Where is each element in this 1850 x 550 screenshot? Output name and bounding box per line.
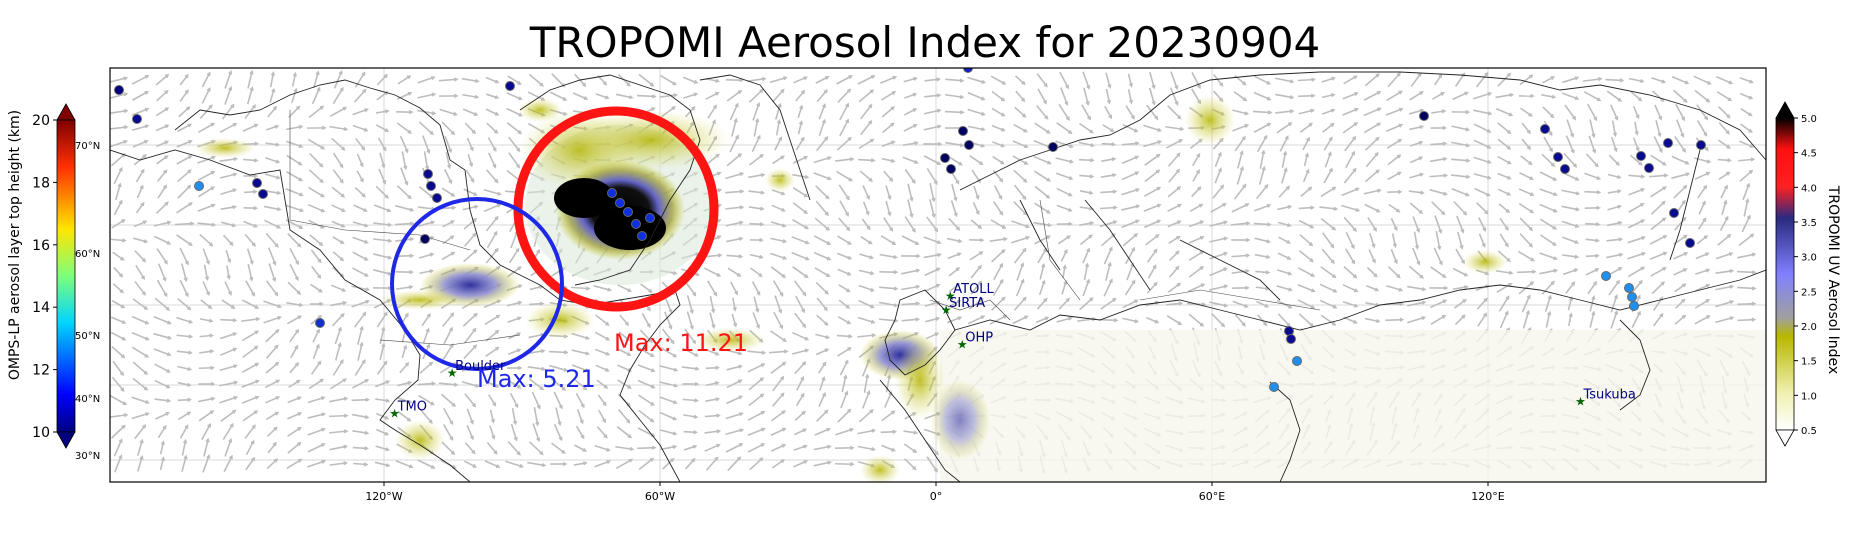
stations: ★ATOLL★SIRTA★OHP★Boulder★TMO ★Tsukuba bbox=[389, 282, 1636, 421]
right-colorbar-tick: 4.5 bbox=[1801, 149, 1817, 160]
left-colorbar-tick: 18 bbox=[32, 175, 50, 191]
right-colorbar-tick: 2.0 bbox=[1801, 322, 1817, 333]
max-label-blue: Max: 5.21 bbox=[477, 365, 596, 393]
left-colorbar: 20 18 16 14 12 10 bbox=[32, 103, 76, 449]
max-label-red: Max: 11.21 bbox=[614, 329, 748, 357]
station-marker: ★ bbox=[941, 303, 952, 317]
station-marker: ★ bbox=[447, 366, 458, 380]
right-colorbar-tick: 1.5 bbox=[1801, 357, 1817, 368]
station-label: OHP bbox=[965, 331, 993, 346]
lon-tick-label: 60°E bbox=[1199, 490, 1225, 503]
lat-tick-label: 30°N bbox=[75, 451, 100, 462]
station-label: TMO bbox=[397, 400, 427, 415]
lat-tick-labels: 70°N 60°N 50°N 40°N 30°N bbox=[75, 141, 100, 462]
lon-tick-label: 60°W bbox=[645, 490, 675, 503]
lon-tick-label: 120°W bbox=[365, 490, 402, 503]
omps-points bbox=[114, 68, 1706, 392]
map-frame bbox=[109, 67, 1767, 483]
right-colorbar-tick: 3.0 bbox=[1801, 253, 1817, 264]
borders bbox=[289, 110, 1321, 346]
right-colorbar-tick: 5.0 bbox=[1801, 114, 1817, 125]
station-marker: ★ bbox=[957, 338, 968, 352]
right-colorbar-tick: 2.5 bbox=[1801, 287, 1817, 298]
lon-tick-label: 120°E bbox=[1471, 490, 1504, 503]
left-colorbar-tick: 14 bbox=[32, 300, 50, 316]
right-colorbar-tick: 0.5 bbox=[1801, 426, 1817, 437]
lon-tick-labels: 120°W 60°W 0° 60°E 120°E bbox=[365, 482, 1505, 503]
left-colorbar-tick: 10 bbox=[32, 425, 50, 441]
lat-tick-label: 70°N bbox=[75, 141, 100, 152]
left-colorbar-tick: 12 bbox=[32, 363, 50, 379]
right-colorbar-tick: 1.0 bbox=[1801, 391, 1817, 402]
station-marker: ★ bbox=[1575, 394, 1586, 408]
right-colorbar-tick: 3.5 bbox=[1801, 218, 1817, 229]
lat-tick-label: 50°N bbox=[75, 331, 100, 342]
right-colorbar-label: TROPOMI UV Aerosol Index bbox=[1825, 185, 1841, 375]
map-title: TROPOMI Aerosol Index for 20230904 bbox=[529, 18, 1321, 67]
left-colorbar-tick: 20 bbox=[32, 113, 50, 129]
station-marker: ★ bbox=[389, 407, 400, 421]
max-circle-blue bbox=[390, 197, 564, 371]
left-colorbar-tick: 16 bbox=[32, 238, 50, 254]
station-label: Boulder bbox=[455, 359, 506, 374]
station-label: Tsukuba bbox=[1582, 387, 1635, 402]
lat-tick-label: 60°N bbox=[75, 249, 100, 260]
left-colorbar-label: OMPS-LP aerosol layer top height (km) bbox=[7, 109, 23, 381]
pale-aerosol-area bbox=[940, 330, 1766, 482]
station-marker: ★ bbox=[945, 289, 956, 303]
right-colorbar-tick: 4.0 bbox=[1801, 183, 1817, 194]
station-label: SIRTA bbox=[949, 296, 985, 311]
right-colorbar: 5.0 4.5 4.0 3.5 3.0 2.5 2.0 1.5 1.0 0.5 bbox=[1775, 101, 1817, 447]
lat-tick-label: 40°N bbox=[75, 394, 100, 405]
station-label: ATOLL bbox=[953, 282, 994, 297]
lon-tick-label: 0° bbox=[930, 490, 943, 503]
